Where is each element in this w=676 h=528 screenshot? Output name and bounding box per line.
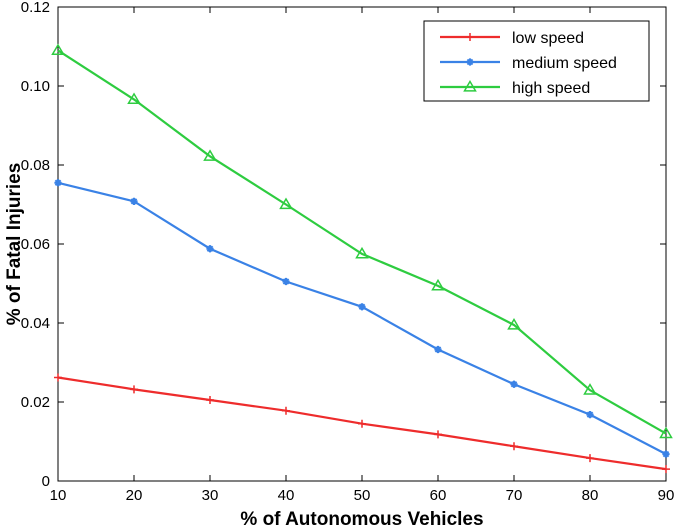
y-axis: 0 0.02 0.04 0.06 0.08 0.10 0.12: [21, 0, 666, 490]
data-point-low-speed: [206, 396, 214, 405]
data-point-low-speed: [510, 442, 518, 451]
x-tick-label: 20: [126, 487, 143, 504]
legend: low speed medium speed high speed: [423, 20, 650, 102]
legend-marker: [466, 33, 474, 41]
data-point-medium-speed: [282, 277, 290, 286]
x-tick-label: 30: [202, 487, 219, 504]
legend-item-high-speed: high speed: [440, 80, 590, 97]
data-point-high-speed: [659, 426, 673, 439]
x-axis-title: % of Autonomous Vehicles: [240, 509, 483, 528]
y-tick-label: 0: [42, 473, 50, 490]
x-tick-label: 10: [50, 487, 67, 504]
legend-label: low speed: [512, 30, 584, 47]
legend-label: medium speed: [512, 55, 617, 72]
data-point-medium-speed: [662, 450, 670, 458]
data-point-high-speed: [127, 92, 141, 105]
data-point-high-speed: [355, 246, 369, 259]
series-line-high-speed: [57, 49, 667, 435]
series-medium-speed: [54, 179, 670, 458]
data-point-low-speed: [282, 406, 290, 415]
legend-label: high speed: [512, 80, 590, 97]
data-point-low-speed: [54, 373, 62, 382]
series-high-speed: [51, 43, 673, 439]
x-tick-label: 80: [582, 487, 599, 504]
data-point-high-speed: [279, 197, 293, 210]
x-tick-label: 70: [506, 487, 523, 504]
data-point-low-speed: [662, 465, 670, 474]
data-point-high-speed: [203, 149, 217, 161]
y-tick-label: 0.12: [21, 0, 50, 16]
x-tick-label: 50: [354, 487, 371, 504]
data-point-high-speed: [431, 278, 445, 291]
x-tick-label: 90: [658, 487, 675, 504]
y-axis-title: % of Fatal Injuries: [4, 163, 25, 326]
series-line-medium-speed: [57, 181, 667, 456]
data-point-low-speed: [434, 430, 442, 439]
data-point-medium-speed: [358, 303, 366, 311]
y-tick-label: 0.08: [21, 157, 50, 174]
data-point-low-speed: [358, 419, 366, 428]
series-low-speed: [54, 373, 670, 474]
data-point-medium-speed: [586, 411, 594, 419]
data-point-low-speed: [130, 385, 138, 394]
legend-item-low-speed: low speed: [440, 30, 584, 47]
legend-item-medium-speed: medium speed: [440, 55, 617, 72]
x-tick-label: 40: [278, 487, 295, 504]
legend-marker: [466, 58, 474, 66]
y-tick-label: 0.02: [21, 394, 50, 411]
data-point-medium-speed: [510, 380, 518, 388]
data-point-medium-speed: [434, 345, 442, 354]
series-layer: [51, 43, 673, 474]
x-tick-label: 60: [430, 487, 447, 504]
x-axis: 10 20 30 40 50 60 70 80 90: [50, 7, 675, 504]
data-point-high-speed: [51, 43, 65, 56]
y-tick-label: 0.06: [21, 236, 50, 253]
data-point-low-speed: [586, 454, 594, 463]
data-point-high-speed: [507, 317, 521, 330]
y-tick-label: 0.10: [21, 78, 50, 95]
data-point-medium-speed: [130, 197, 138, 205]
data-point-high-speed: [583, 383, 597, 395]
legend-marker: [463, 80, 477, 92]
data-point-medium-speed: [54, 179, 62, 187]
data-point-medium-speed: [206, 245, 214, 253]
y-tick-label: 0.04: [21, 315, 50, 332]
